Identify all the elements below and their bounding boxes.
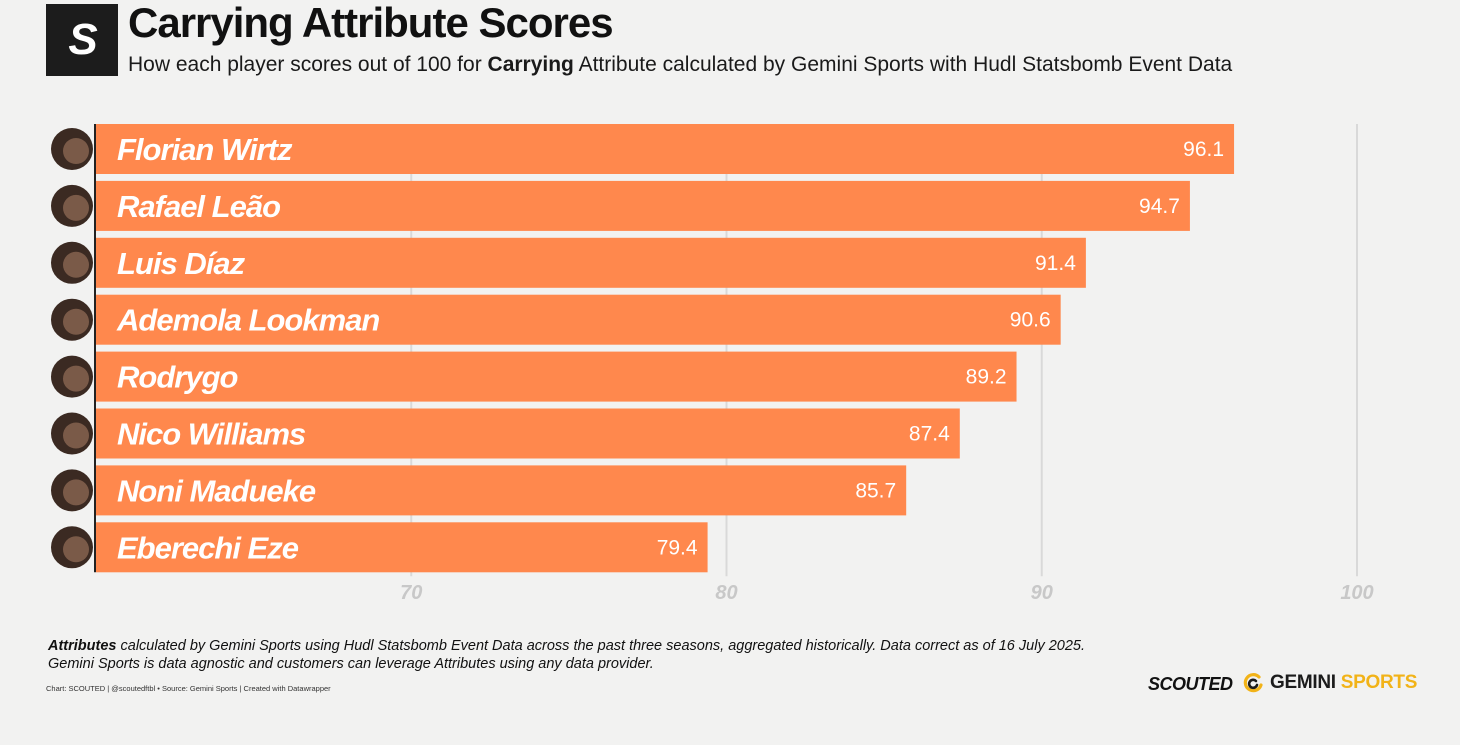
sports-word: SPORTS: [1340, 672, 1418, 693]
bar-category-label: Eberechi Eze: [117, 530, 299, 565]
bar: [96, 351, 1017, 402]
player-avatar-face: [63, 422, 89, 449]
bar-category-label: Nico Williams: [117, 417, 306, 452]
gemini-sports-logo: GEMINI SPORTS: [1242, 672, 1417, 694]
bar-value-label: 85.7: [855, 479, 896, 502]
chart-credit: Chart: SCOUTED | @scoutedftbl • Source: …: [46, 684, 331, 693]
footnote-line-1-text: calculated by Gemini Sports using Hudl S…: [116, 638, 1086, 654]
player-avatar-face: [63, 308, 89, 335]
bar-value-label: 96.1: [1183, 138, 1224, 161]
bar: [96, 294, 1061, 345]
bar-value-label: 79.4: [657, 536, 698, 559]
bar-category-label: Florian Wirtz: [117, 132, 293, 167]
player-avatar-face: [63, 251, 89, 278]
bar-value-label: 89.2: [966, 366, 1007, 389]
footnote-line-1: Attributes calculated by Gemini Sports u…: [48, 637, 1085, 655]
footnote: Attributes calculated by Gemini Sports u…: [48, 637, 1085, 673]
bar-category-label: Rafael Leão: [117, 189, 280, 224]
bar-value-label: 94.7: [1139, 195, 1180, 218]
player-avatar-face: [63, 536, 89, 563]
x-tick-label: 70: [400, 582, 422, 604]
bar-value-label: 87.4: [909, 423, 950, 446]
bar-value-label: 90.6: [1010, 309, 1051, 332]
scouted-logo: S: [46, 4, 118, 76]
player-avatar-face: [63, 365, 89, 392]
bar-chart: 70 80 90 100 Florian Wirtz 96.1 Rafael Leão 94.…: [51, 124, 1374, 604]
bar-category-label: Noni Madueke: [117, 473, 316, 508]
bar-category-label: Rodrygo: [117, 360, 238, 395]
logo-letter: S: [68, 15, 97, 64]
bar: [96, 180, 1190, 231]
subtitle-pre: How each player scores out of 100 for: [128, 53, 488, 76]
subtitle-bold: Carrying: [487, 53, 574, 76]
gemini-sports-icon: [1243, 673, 1263, 693]
player-avatar-face: [63, 138, 89, 164]
player-avatar-face: [63, 479, 89, 506]
x-tick-label: 90: [1031, 582, 1053, 604]
bar: [96, 124, 1235, 174]
bar: [96, 237, 1086, 288]
footnote-bold: Attributes: [48, 638, 117, 654]
bar-category-label: Luis Díaz: [117, 246, 246, 281]
bar: [96, 465, 907, 516]
x-tick-label: 80: [715, 582, 737, 604]
gemini-word: GEMINI: [1270, 672, 1336, 693]
x-tick-label: 100: [1340, 582, 1373, 604]
chart-subtitle: How each player scores out of 100 for Ca…: [128, 52, 1232, 78]
subtitle-post: Attribute calculated by Gemini Sports wi…: [573, 53, 1233, 76]
bar: [96, 522, 708, 573]
chart-title: Carrying Attribute Scores: [128, 0, 614, 46]
bar-value-label: 91.4: [1035, 252, 1076, 275]
player-avatar-face: [63, 194, 89, 221]
footnote-line-2: Gemini Sports is data agnostic and custo…: [48, 656, 654, 672]
scouted-brand-logo: SCOUTED: [1148, 674, 1233, 694]
bar-category-label: Ademola Lookman: [116, 303, 379, 338]
bar: [96, 408, 960, 459]
